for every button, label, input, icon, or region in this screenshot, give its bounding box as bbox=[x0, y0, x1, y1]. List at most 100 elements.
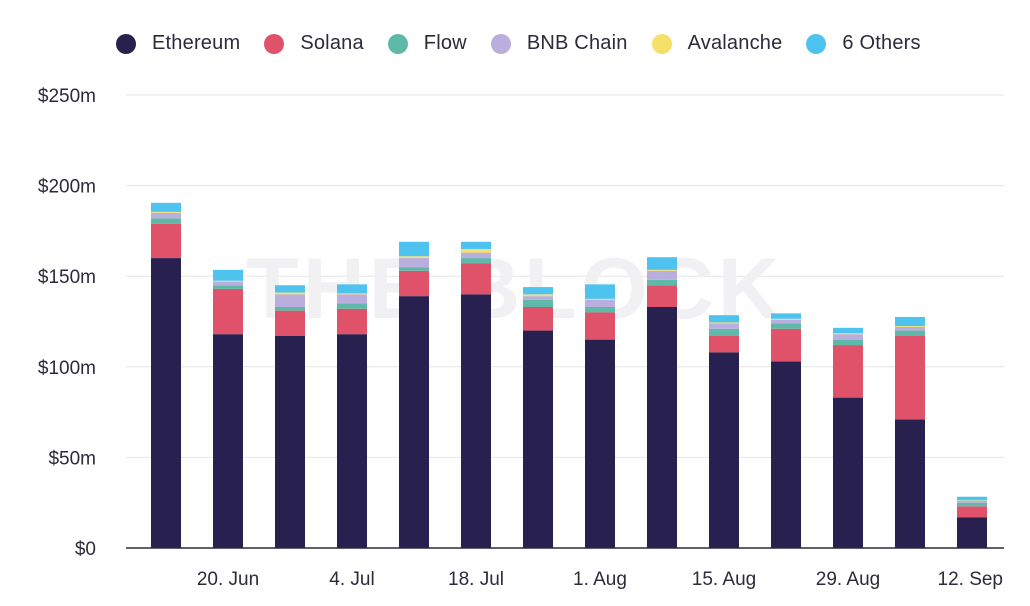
x-tick-label: 4. Jul bbox=[329, 569, 374, 590]
bar-bnb-chain bbox=[957, 500, 987, 503]
legend-item-bnb-chain[interactable]: BNB Chain bbox=[490, 32, 628, 55]
bar-flow bbox=[461, 258, 491, 264]
bar-6-others bbox=[399, 241, 429, 257]
bar-6-others bbox=[895, 316, 925, 327]
bar-flow bbox=[585, 307, 615, 313]
bar-ethereum bbox=[895, 419, 925, 548]
bar-bnb-chain bbox=[895, 326, 925, 331]
x-tick-label: 29. Aug bbox=[816, 569, 880, 590]
bar-solana bbox=[771, 328, 801, 362]
y-tick-label: $0 bbox=[75, 539, 96, 560]
bar-bnb-chain bbox=[523, 296, 553, 300]
bar-solana bbox=[709, 335, 739, 353]
bar-solana bbox=[151, 223, 181, 259]
bar-6-others bbox=[709, 315, 739, 323]
y-tick-label: $50m bbox=[48, 448, 96, 469]
bar-6-others bbox=[523, 287, 553, 295]
y-tick-label: $250m bbox=[38, 86, 96, 107]
legend-label: Solana bbox=[300, 32, 364, 54]
bar-6-others bbox=[461, 241, 491, 250]
bar-solana bbox=[399, 270, 429, 297]
bar-6-others bbox=[647, 257, 677, 270]
bar-avalanche bbox=[151, 211, 181, 213]
bar-6-others bbox=[585, 284, 615, 299]
bar-bnb-chain bbox=[213, 281, 243, 286]
legend-swatch bbox=[651, 33, 672, 54]
bar-flow bbox=[647, 279, 677, 286]
bar-ethereum bbox=[957, 517, 987, 548]
bar-flow bbox=[337, 303, 367, 309]
legend-item-avalanche[interactable]: Avalanche bbox=[651, 32, 783, 55]
legend-item-solana[interactable]: Solana bbox=[264, 32, 364, 55]
bar-ethereum bbox=[709, 352, 739, 548]
legend: Ethereum Solana Flow BNB Chain Avalanche 6 Ot… bbox=[116, 32, 945, 55]
bar-avalanche bbox=[275, 292, 305, 295]
legend-item-flow[interactable]: Flow bbox=[387, 32, 467, 55]
bar-avalanche bbox=[709, 322, 739, 324]
bar-solana bbox=[895, 335, 925, 420]
bar-6-others bbox=[833, 327, 863, 334]
bar-flow bbox=[523, 299, 553, 308]
legend-label: 6 Others bbox=[842, 32, 921, 54]
x-tick-label: 12. Sep bbox=[938, 569, 1004, 590]
bar-avalanche bbox=[337, 293, 367, 295]
bar-flow bbox=[275, 307, 305, 311]
legend-label: Ethereum bbox=[152, 32, 241, 54]
legend-swatch bbox=[116, 33, 136, 54]
bar-avalanche bbox=[833, 333, 863, 335]
legend-item-ethereum[interactable]: Ethereum bbox=[116, 32, 240, 55]
x-tick-label: 18. Jul bbox=[448, 569, 504, 590]
bar-ethereum bbox=[337, 334, 367, 548]
y-tick-label: $150m bbox=[38, 267, 96, 288]
legend-swatch bbox=[387, 33, 408, 54]
bar-bnb-chain bbox=[461, 252, 491, 259]
bar-bnb-chain bbox=[833, 334, 863, 340]
legend-label: BNB Chain bbox=[526, 32, 628, 54]
legend-swatch bbox=[806, 33, 827, 54]
bar-ethereum bbox=[399, 296, 429, 548]
bar-ethereum bbox=[213, 334, 243, 548]
bar-flow bbox=[833, 339, 863, 346]
bar-ethereum bbox=[275, 335, 305, 548]
bar-bnb-chain bbox=[151, 212, 181, 219]
bar-ethereum bbox=[585, 339, 615, 548]
bar-flow bbox=[771, 323, 801, 329]
bar-avalanche bbox=[399, 256, 429, 259]
bar-6-others bbox=[275, 285, 305, 293]
bar-6-others bbox=[957, 496, 987, 501]
legend-swatch bbox=[490, 33, 511, 54]
bar-flow bbox=[151, 218, 181, 224]
bar-bnb-chain bbox=[399, 258, 429, 268]
legend-item-6-others[interactable]: 6 Others bbox=[806, 32, 921, 55]
x-tick-label: 20. Jun bbox=[197, 569, 259, 590]
bar-flow bbox=[895, 330, 925, 336]
bar-bnb-chain bbox=[585, 299, 615, 308]
bar-avalanche bbox=[647, 269, 677, 271]
bar-ethereum bbox=[151, 258, 181, 548]
bar-avalanche bbox=[957, 500, 987, 501]
bar-bnb-chain bbox=[337, 294, 367, 304]
bar-solana bbox=[833, 345, 863, 398]
bar-solana bbox=[337, 308, 367, 335]
bar-avalanche bbox=[895, 326, 925, 327]
watermark: THE BLOCK bbox=[246, 241, 784, 337]
bar-flow bbox=[399, 267, 429, 271]
bar-avalanche bbox=[523, 294, 553, 297]
bar-6-others bbox=[337, 284, 367, 294]
bar-avalanche bbox=[461, 249, 491, 253]
bar-ethereum bbox=[833, 397, 863, 548]
bar-solana bbox=[213, 288, 243, 335]
bar-flow bbox=[213, 285, 243, 289]
y-tick-label: $200m bbox=[38, 177, 96, 198]
bar-bnb-chain bbox=[709, 323, 739, 329]
legend-label: Flow bbox=[423, 32, 467, 54]
bar-ethereum bbox=[647, 307, 677, 548]
legend-label: Avalanche bbox=[687, 32, 783, 54]
bar-solana bbox=[523, 307, 553, 331]
bar-avalanche bbox=[213, 280, 243, 282]
bar-avalanche bbox=[585, 298, 615, 300]
bar-bnb-chain bbox=[647, 270, 677, 280]
bar-ethereum bbox=[461, 294, 491, 548]
